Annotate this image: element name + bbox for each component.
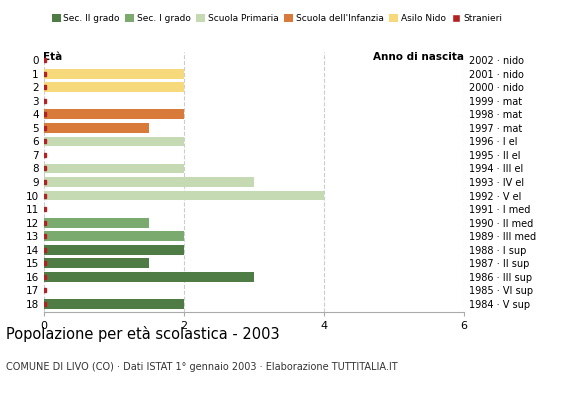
Bar — [44, 123, 148, 133]
Bar — [44, 69, 184, 78]
Bar — [44, 218, 148, 228]
Text: Anno di nascita: Anno di nascita — [373, 52, 464, 62]
Bar — [44, 191, 324, 200]
Bar — [44, 177, 254, 187]
Bar — [44, 110, 184, 119]
Bar — [44, 136, 184, 146]
Bar — [44, 82, 184, 92]
Bar — [44, 231, 184, 241]
Text: COMUNE DI LIVO (CO) · Dati ISTAT 1° gennaio 2003 · Elaborazione TUTTITALIA.IT: COMUNE DI LIVO (CO) · Dati ISTAT 1° genn… — [6, 362, 397, 372]
Bar — [44, 299, 184, 309]
Bar — [44, 258, 148, 268]
Bar — [44, 164, 184, 173]
Bar — [44, 272, 254, 282]
Text: Popolazione per età scolastica - 2003: Popolazione per età scolastica - 2003 — [6, 326, 280, 342]
Text: Età: Età — [43, 52, 62, 62]
Bar — [44, 245, 184, 254]
Legend: Sec. II grado, Sec. I grado, Scuola Primaria, Scuola dell'Infanzia, Asilo Nido, : Sec. II grado, Sec. I grado, Scuola Prim… — [48, 10, 506, 27]
